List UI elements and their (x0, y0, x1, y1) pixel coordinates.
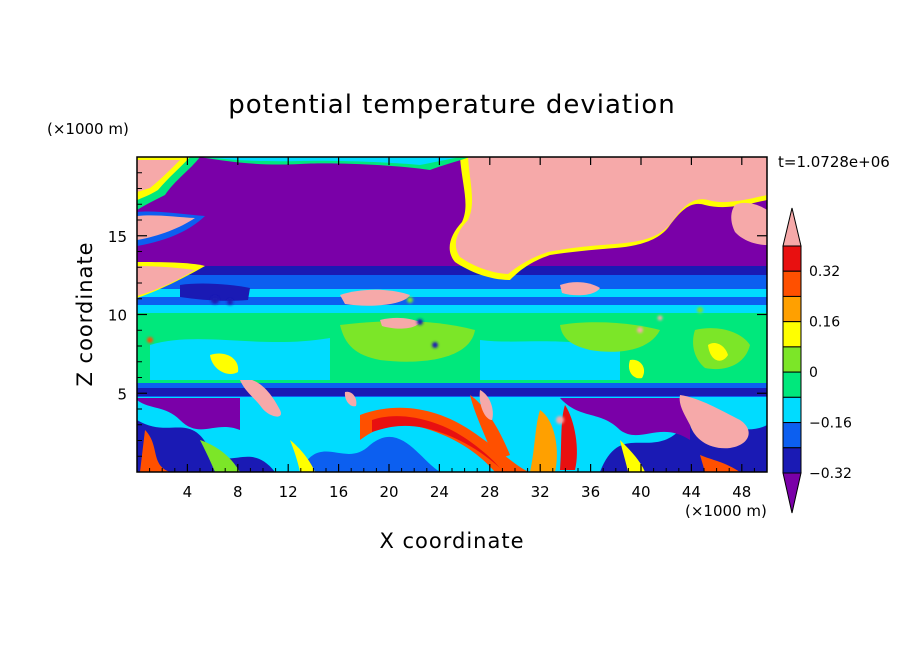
colorbar-label: 0.16 (809, 315, 840, 331)
x-tick-label: 16 (329, 483, 348, 501)
x-tick-label: 24 (430, 483, 449, 501)
colorbar-segment (782, 371, 802, 398)
y-tick-label: 10 (108, 307, 127, 325)
colorbar-segment (782, 447, 802, 474)
colorbar-segment (782, 346, 802, 373)
x-tick-label: 48 (732, 483, 751, 501)
colorbar-label: −0.32 (809, 466, 852, 482)
colorbar-segment (782, 270, 802, 297)
y-tick-label: 5 (117, 385, 127, 403)
colorbar-bottom-arrow (782, 472, 802, 514)
x-tick-label: 36 (581, 483, 600, 501)
colorbar-segment (782, 321, 802, 348)
x-tick-label: 8 (233, 483, 243, 501)
y-axis-label: Z coordinate (73, 241, 97, 386)
speckle-details (147, 296, 703, 424)
colorbar-segment (782, 295, 802, 323)
y-unit-label: (×1000 m) (47, 120, 129, 138)
x-tick-label: 32 (531, 483, 550, 501)
chart-title: potential temperature deviation (228, 90, 675, 120)
upper-purple-layer (137, 157, 767, 298)
x-tick-label: 20 (379, 483, 398, 501)
colorbar-segment (782, 245, 802, 272)
colorbar-segment (782, 422, 802, 449)
plot-area (137, 157, 767, 472)
colorbar-label: −0.16 (809, 416, 852, 432)
x-unit-label: (×1000 m) (685, 502, 767, 520)
colorbar-label: 0.32 (809, 264, 840, 280)
y-axis: 5 10 15 (108, 172, 767, 457)
colorbar-label: 0 (809, 365, 818, 381)
x-tick-label: 44 (682, 483, 701, 501)
x-tick-label: 12 (279, 483, 298, 501)
lower-turbulent-layer (137, 379, 767, 472)
colorbar: 0.32 0.16 0 −0.16 −0.32 (782, 207, 852, 514)
x-tick-label: 28 (480, 483, 499, 501)
colorbar-top-arrow (782, 207, 802, 247)
x-tick-label: 40 (631, 483, 650, 501)
x-axis-label: X coordinate (379, 529, 524, 553)
x-tick-label: 4 (183, 483, 193, 501)
y-tick-label: 15 (108, 228, 127, 246)
x-axis: 4 8 12 16 20 24 28 32 36 40 44 48 (149, 157, 755, 501)
colorbar-segment (782, 396, 802, 424)
blue-band (137, 265, 767, 329)
time-label: t=1.0728e+06 (778, 153, 890, 171)
